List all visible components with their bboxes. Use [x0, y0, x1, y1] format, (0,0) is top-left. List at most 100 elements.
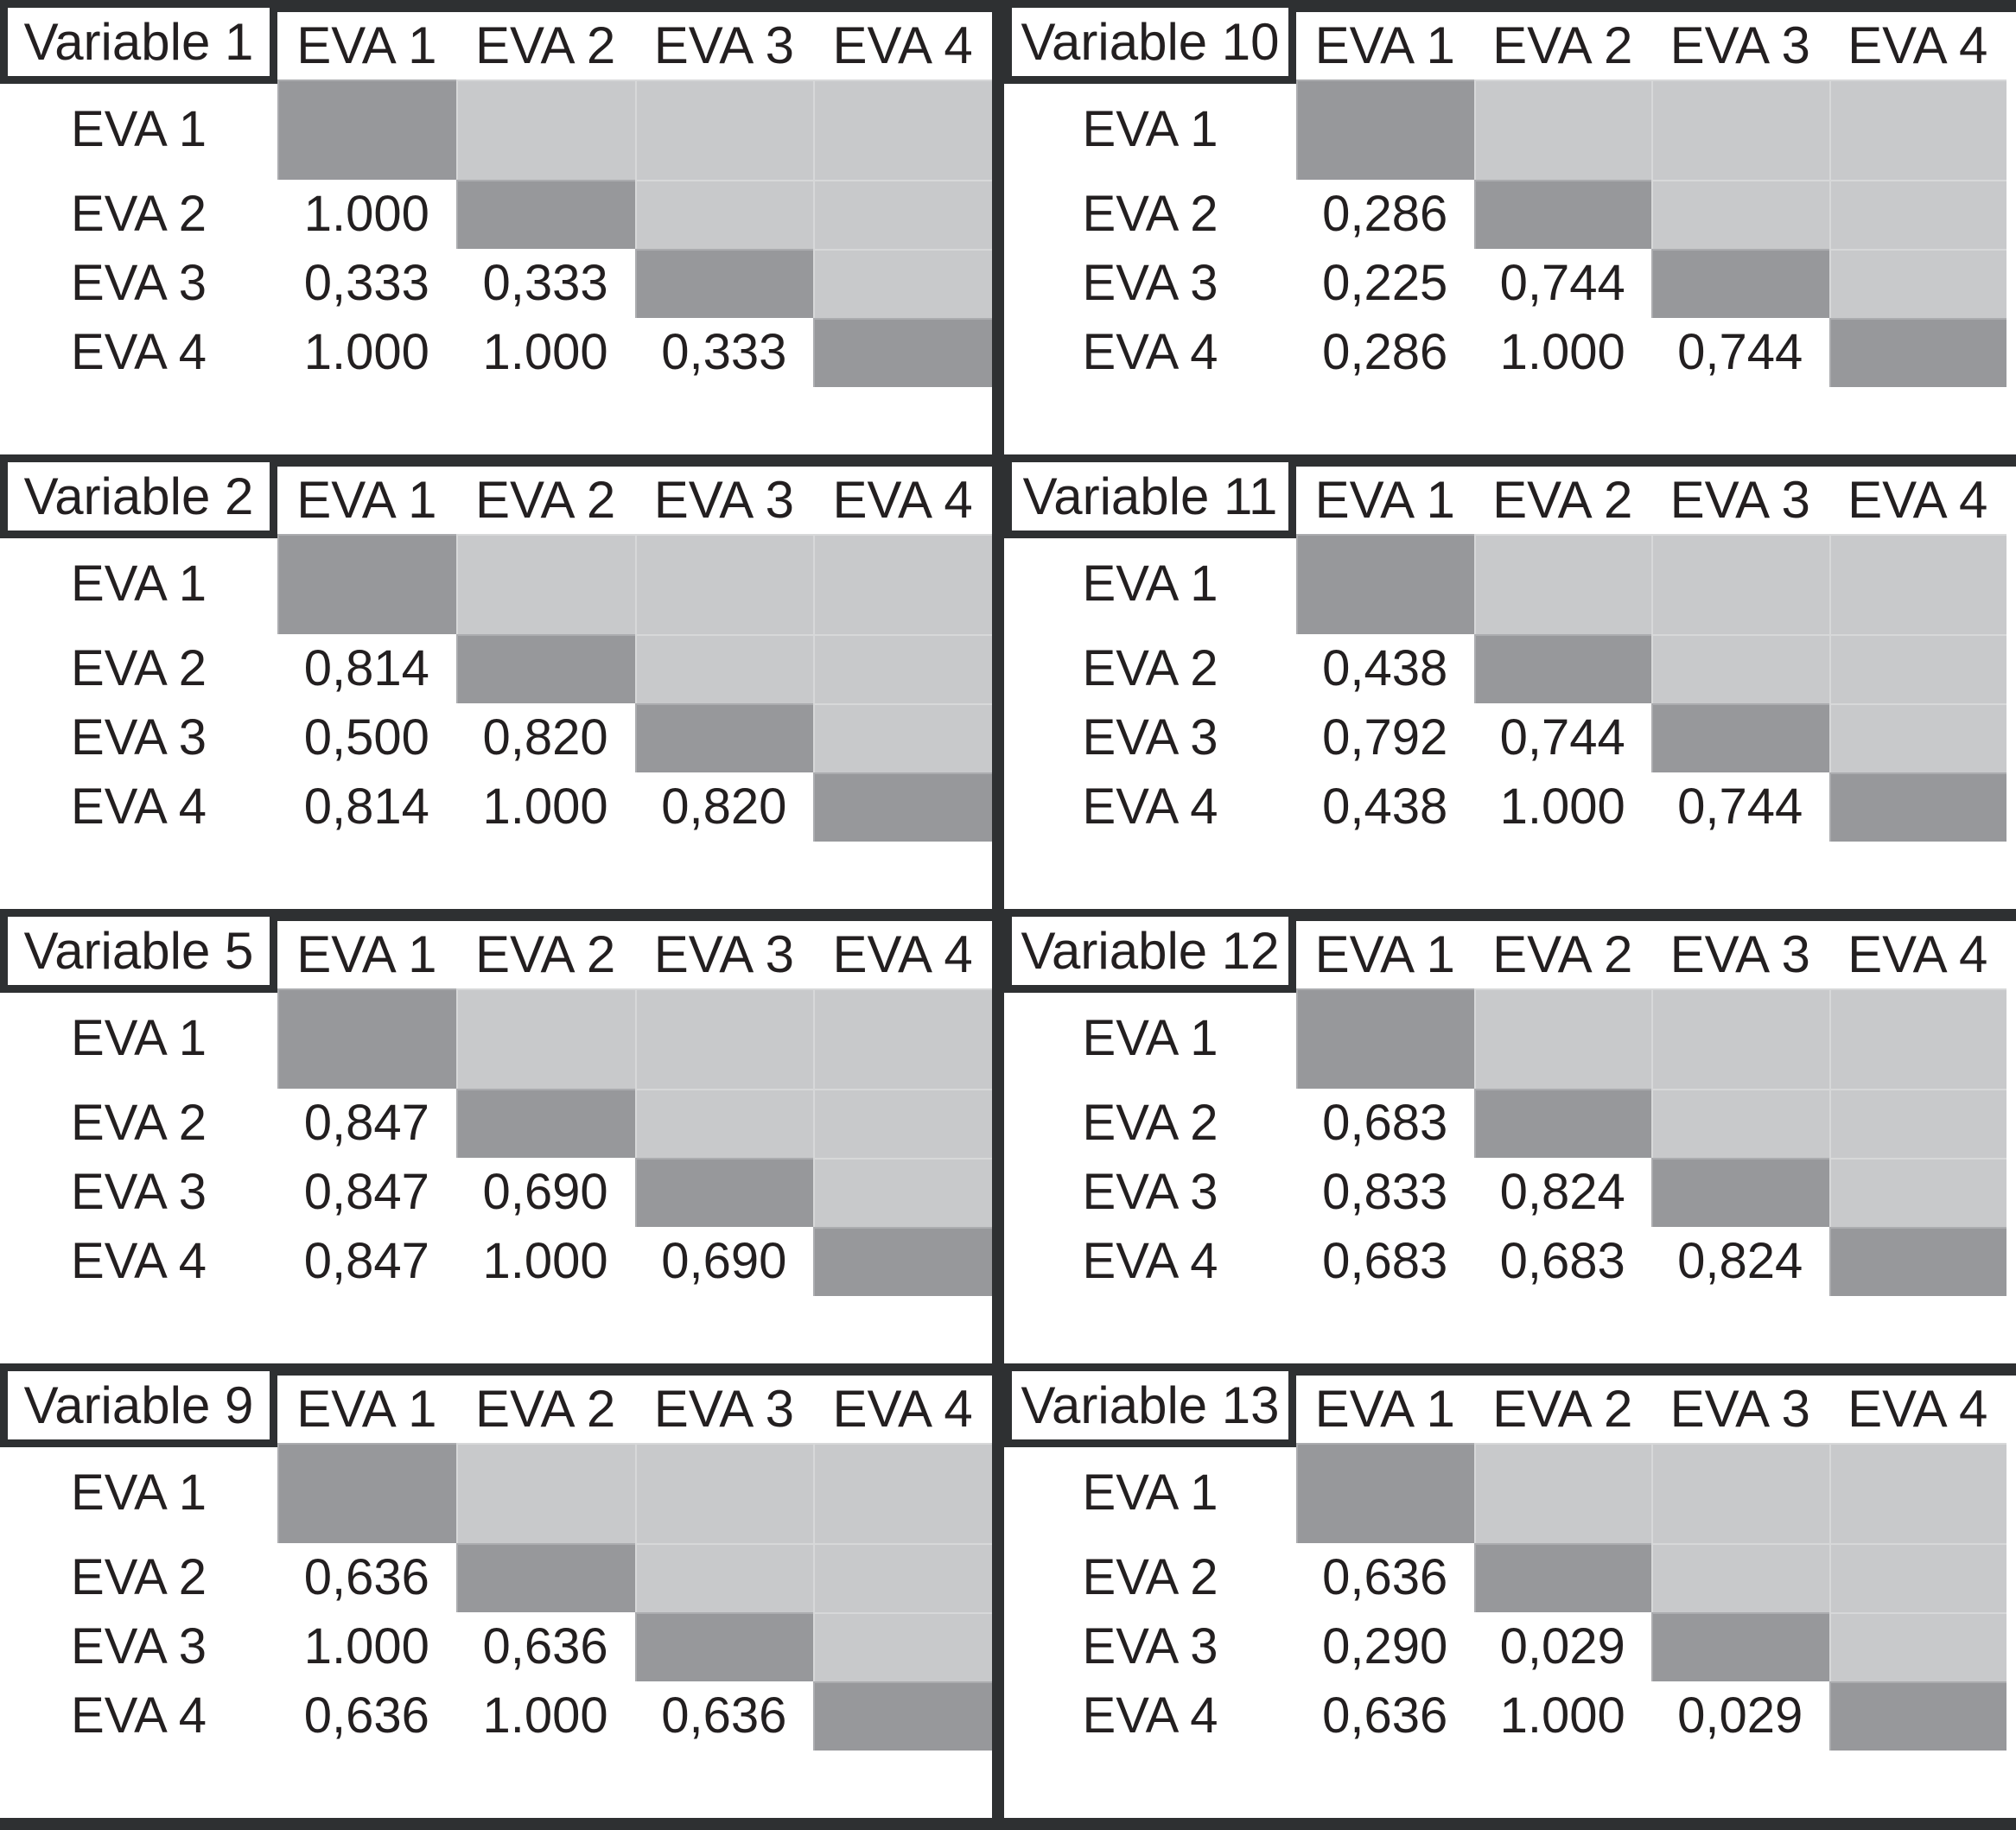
- correlation-value: 0,744: [1499, 255, 1625, 311]
- matrix-cell-upper-triangle: [1473, 988, 1651, 1089]
- matrix-cell-upper-triangle: [1828, 703, 2006, 772]
- table-row: EVA 2 0,847: [0, 1089, 992, 1158]
- correlation-value: 0,744: [1677, 324, 1803, 380]
- column-header: EVA 3: [653, 1380, 795, 1438]
- matrix-cell-value: 0,286: [1296, 318, 1474, 387]
- column-header: EVA 1: [1314, 471, 1455, 529]
- variable-title-box: Variable 13: [1004, 1363, 1296, 1447]
- matrix-cell-value: 0,636: [635, 1681, 814, 1751]
- column-header: EVA 3: [653, 16, 795, 74]
- matrix-cell-diagonal: [634, 703, 814, 772]
- table-row: EVA 4 0,636 1.000 0,636: [0, 1681, 992, 1751]
- column-header: EVA 2: [474, 925, 616, 983]
- matrix-cell-upper-triangle: [813, 634, 992, 703]
- column-header: EVA 2: [1492, 16, 1633, 74]
- row-header: EVA 2: [1082, 640, 1218, 696]
- correlation-value: 0,847: [303, 1095, 429, 1151]
- correlation-value: 0,814: [303, 640, 429, 696]
- variable-title-box: Variable 12: [1004, 909, 1296, 993]
- table-row: EVA 3 0,290 0,029: [1004, 1612, 2006, 1681]
- column-header: EVA 4: [832, 1380, 973, 1438]
- column-headers: EVA 1 EVA 2 EVA 3 EVA 4: [277, 921, 992, 988]
- matrix-cell-upper-triangle: [1828, 1612, 2006, 1681]
- column-header: EVA 2: [1492, 1380, 1633, 1438]
- table-row: EVA 3 0,333 0,333: [0, 249, 992, 318]
- horizontal-divider-bottom: [0, 1818, 2016, 1830]
- matrix-cell-value: 0,500: [277, 703, 456, 772]
- table-header-row: Variable 10 EVA 1 EVA 2 EVA 3 EVA 4: [1004, 0, 2006, 84]
- matrix-cell-value: 0,824: [1651, 1227, 1829, 1296]
- correlation-value: 0,333: [661, 324, 787, 380]
- matrix-cell-value: 0,333: [456, 249, 635, 318]
- correlation-value: 0,636: [303, 1687, 429, 1744]
- matrix-cell-upper-triangle: [1828, 1158, 2006, 1227]
- variable-title-box: Variable 10: [1004, 0, 1296, 84]
- table-row: EVA 3 1.000 0,636: [0, 1612, 992, 1681]
- table-row: EVA 1: [0, 534, 992, 634]
- table-band: Variable 5 EVA 1 EVA 2 EVA 3 EVA 4 EVA 1 EVA 2…: [0, 909, 2016, 1363]
- matrix-cell-upper-triangle: [1651, 1543, 1829, 1612]
- variable-title-box: Variable 2: [0, 454, 277, 538]
- column-headers: EVA 1 EVA 2 EVA 3 EVA 4: [277, 12, 992, 79]
- column-header: EVA 1: [296, 1380, 437, 1438]
- matrix-cell-diagonal: [455, 1089, 635, 1158]
- table-row: EVA 4 0,683 0,683 0,824: [1004, 1227, 2006, 1296]
- table-row: EVA 4 0,438 1.000 0,744: [1004, 772, 2006, 842]
- column-header: EVA 1: [296, 16, 437, 74]
- correlation-value: 1.000: [482, 1233, 608, 1289]
- correlation-value: 1.000: [1499, 1687, 1625, 1744]
- row-header: EVA 4: [1082, 778, 1218, 835]
- table-panel: Variable 1 EVA 1 EVA 2 EVA 3 EVA 4 EVA 1 EVA 2…: [0, 0, 992, 454]
- matrix-cell-upper-triangle: [1828, 1089, 2006, 1158]
- matrix-cell-value: 0,286: [1296, 180, 1474, 249]
- correlation-value: 0,814: [303, 778, 429, 835]
- correlation-value: 0,500: [303, 709, 429, 766]
- row-header: EVA 4: [71, 1233, 207, 1289]
- matrix-cell-diagonal: [1828, 772, 2006, 842]
- table-panel: Variable 11 EVA 1 EVA 2 EVA 3 EVA 4 EVA 1 EVA …: [1004, 454, 2016, 909]
- matrix-cell-diagonal: [1651, 1158, 1829, 1227]
- matrix-table: Variable 9 EVA 1 EVA 2 EVA 3 EVA 4 EVA 1 EVA 2…: [0, 1363, 992, 1751]
- column-header: EVA 1: [1314, 16, 1455, 74]
- column-headers: EVA 1 EVA 2 EVA 3 EVA 4: [1296, 1376, 2006, 1443]
- column-header: EVA 3: [1669, 1380, 1810, 1438]
- correlation-value: 0,438: [1322, 778, 1448, 835]
- matrix-cell-diagonal: [634, 1612, 814, 1681]
- matrix-cell-value: 0,744: [1474, 703, 1652, 772]
- matrix-cell-upper-triangle: [634, 180, 814, 249]
- row-header: EVA 1: [1082, 556, 1218, 612]
- matrix-cell-diagonal: [277, 79, 456, 180]
- row-header: EVA 2: [71, 186, 207, 242]
- column-header: EVA 4: [1847, 925, 1988, 983]
- row-header: EVA 2: [71, 1549, 207, 1605]
- variable-title-box: Variable 11: [1004, 454, 1296, 538]
- matrix-cell-value: 1.000: [456, 1681, 635, 1751]
- table-row: EVA 2 1.000: [0, 180, 992, 249]
- table-row: EVA 4 0,636 1.000 0,029: [1004, 1681, 2006, 1751]
- matrix-cell-value: 0,683: [1474, 1227, 1652, 1296]
- table-row: EVA 1: [1004, 534, 2006, 634]
- matrix-cell-upper-triangle: [1651, 1443, 1829, 1543]
- matrix-cell-value: 0,333: [635, 318, 814, 387]
- vertical-divider: [992, 1376, 1004, 1818]
- matrix-cell-value: 0,833: [1296, 1158, 1474, 1227]
- table-panel: Variable 12 EVA 1 EVA 2 EVA 3 EVA 4 EVA 1 EVA …: [1004, 909, 2016, 1363]
- matrix-cell-diagonal: [1651, 1612, 1829, 1681]
- column-header: EVA 4: [1847, 1380, 1988, 1438]
- table-row: EVA 4 0,286 1.000 0,744: [1004, 318, 2006, 387]
- matrix-cell-diagonal: [1828, 318, 2006, 387]
- table-row: EVA 4 0,814 1.000 0,820: [0, 772, 992, 842]
- matrix-cell-value: 0,744: [1651, 318, 1829, 387]
- matrix-cell-diagonal: [1296, 988, 1474, 1089]
- row-header: EVA 3: [71, 255, 207, 311]
- matrix-cell-upper-triangle: [634, 1443, 814, 1543]
- matrix-cell-upper-triangle: [1828, 180, 2006, 249]
- correlation-value: 0,333: [482, 255, 608, 311]
- matrix-cell-upper-triangle: [813, 534, 992, 634]
- matrix-cell-diagonal: [277, 1443, 456, 1543]
- correlation-value: 0,847: [303, 1233, 429, 1289]
- matrix-cell-diagonal: [1473, 180, 1651, 249]
- column-header: EVA 3: [1669, 471, 1810, 529]
- column-headers: EVA 1 EVA 2 EVA 3 EVA 4: [277, 1376, 992, 1443]
- column-header: EVA 4: [832, 471, 973, 529]
